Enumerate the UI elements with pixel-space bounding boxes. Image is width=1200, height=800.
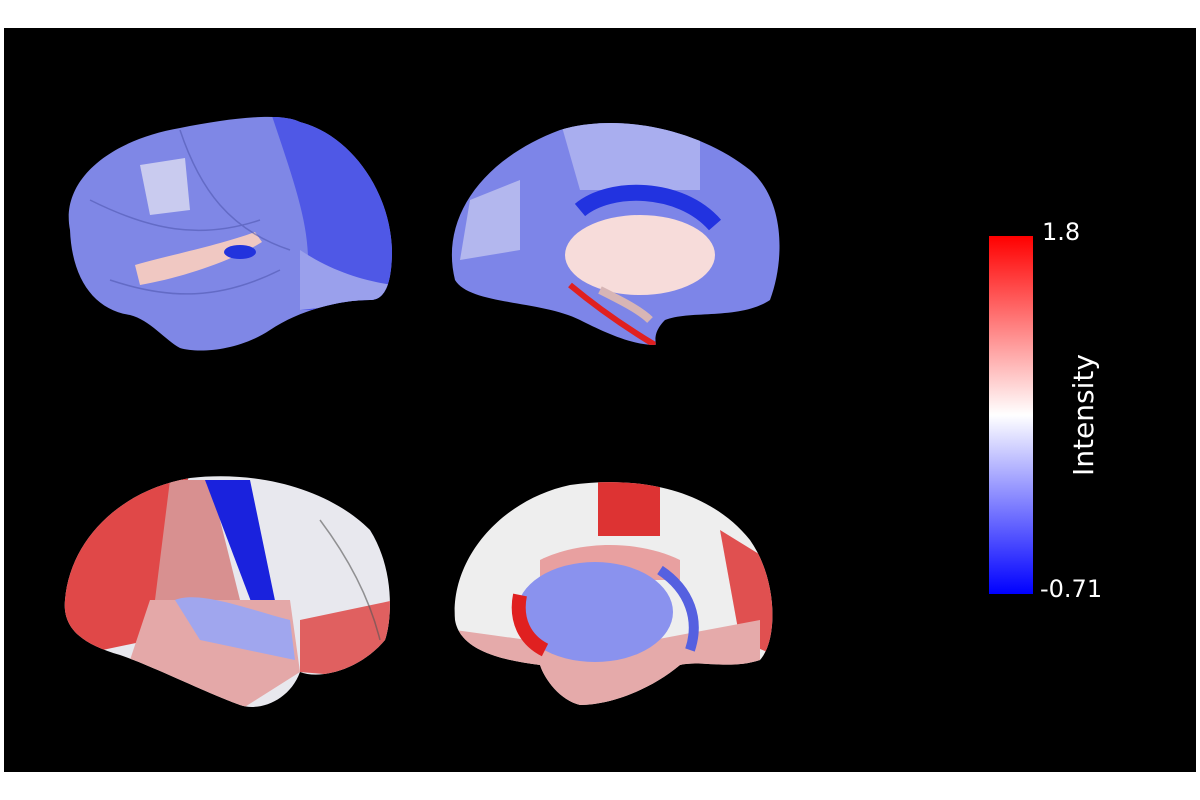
colorbar-max-label: 1.8 <box>1042 218 1080 246</box>
colorbar-title: Intensity <box>1067 354 1100 476</box>
colorbar-min-label: -0.71 <box>1040 575 1102 603</box>
brain-lateral-top <box>68 116 392 351</box>
colorbar <box>989 236 1033 594</box>
brain-medial-top <box>451 123 780 345</box>
